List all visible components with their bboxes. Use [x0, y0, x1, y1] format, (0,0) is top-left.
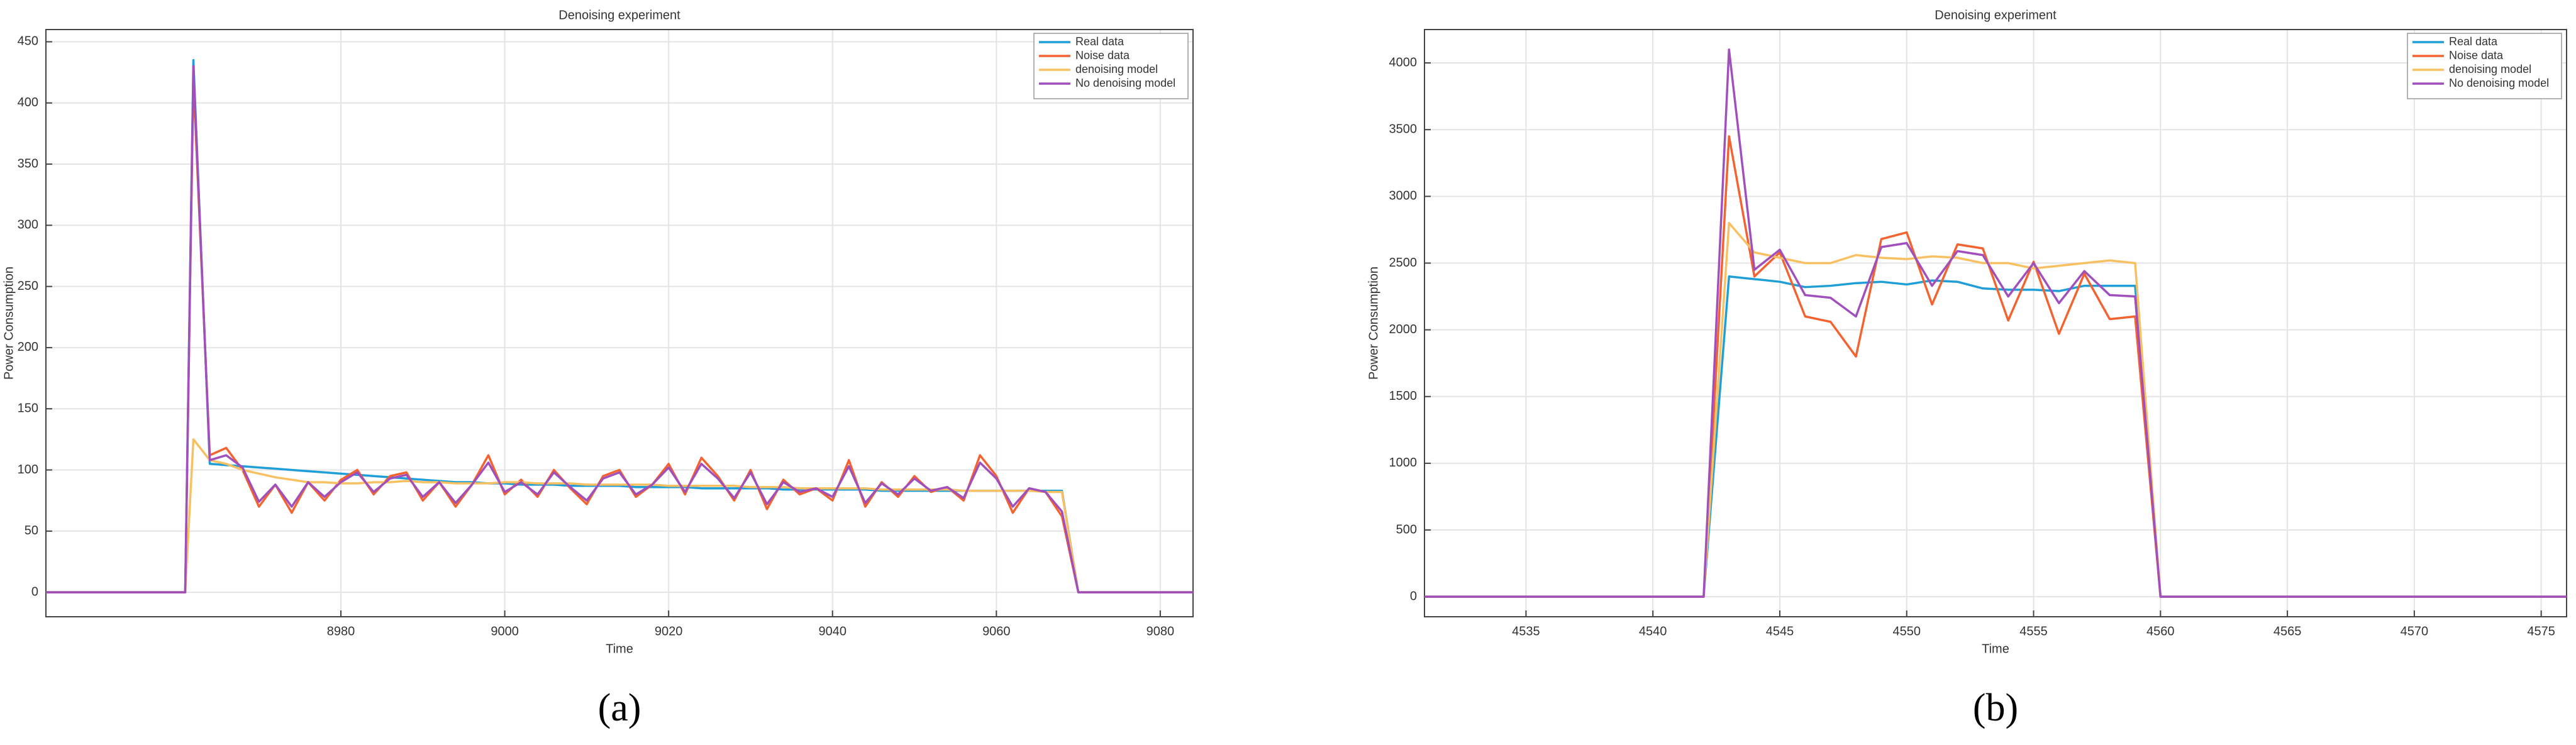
y-tick-label: 500: [1396, 522, 1417, 536]
legend-label: Noise data: [1075, 49, 1130, 62]
y-tick-label: 1000: [1389, 456, 1418, 470]
x-tick-label: 4545: [1766, 624, 1794, 638]
axes-frame: [45, 29, 1194, 617]
x-tick-label: 8980: [327, 624, 355, 638]
y-tick-label: 400: [18, 96, 38, 109]
legend-label: denoising model: [1075, 63, 1158, 75]
y-tick-label: 3000: [1389, 189, 1418, 203]
y-axis-label: Power Consumption: [1367, 267, 1380, 380]
plot-area: [1424, 30, 2567, 617]
caption: (b): [1973, 687, 2018, 729]
chart: 0 500 1000 1500 2000 2500 3000 3500 4000 4535 4540…: [1367, 8, 2567, 729]
y-tick-label: 0: [31, 585, 38, 599]
legend-label: Noise data: [2449, 49, 2504, 62]
chart-title: Denoising experiment: [1935, 8, 2057, 22]
x-tick-label: 4540: [1639, 624, 1667, 638]
y-axis-label: Power Consumption: [2, 267, 16, 380]
y-tick-label: 150: [18, 401, 38, 415]
caption: (a): [598, 687, 641, 729]
series-line: [1424, 48, 2567, 598]
y-tick-label: 300: [18, 218, 38, 232]
x-tick-label: 4535: [1512, 624, 1540, 638]
legend-box: [2407, 33, 2562, 99]
x-tick-label: 4570: [2401, 624, 2429, 638]
axes-frame: [1424, 29, 2567, 617]
y-tick-label: 250: [18, 279, 38, 293]
x-tick-label: 4560: [2146, 624, 2175, 638]
y-tick-label: 1500: [1389, 389, 1418, 403]
x-tick-label: 4565: [2273, 624, 2302, 638]
x-axis-label: Time: [1982, 642, 2009, 656]
x-tick-label: 9060: [982, 624, 1011, 638]
x-tick-label: 4575: [2527, 624, 2555, 638]
y-tick-label: 100: [18, 463, 38, 477]
x-axis-label: Time: [606, 642, 633, 656]
y-tick-label: 50: [25, 524, 38, 538]
series-line: [46, 58, 1193, 593]
x-tick-label: 9080: [1146, 624, 1175, 638]
y-tick-label: 2500: [1389, 256, 1418, 270]
x-tick-label: 4555: [2019, 624, 2048, 638]
chart: 0 50 100 150 200 250 300 350 400 450 8980 9000 9020 9…: [2, 8, 1194, 729]
legend-box: [1033, 33, 1189, 99]
x-tick-label: 4550: [1893, 624, 1921, 638]
y-tick-label: 450: [18, 35, 38, 48]
series-line: [1424, 222, 2567, 598]
series-line: [1424, 135, 2567, 598]
y-tick-label: 4000: [1389, 55, 1418, 69]
legend-label: denoising model: [2449, 63, 2531, 75]
y-tick-label: 350: [18, 157, 38, 170]
legend-label: No denoising model: [2449, 77, 2549, 89]
plot-area: [46, 30, 1193, 617]
legend-label: No denoising model: [1075, 77, 1175, 89]
chart-title: Denoising experiment: [558, 8, 680, 22]
x-tick-label: 9000: [491, 624, 519, 638]
series-line: [46, 65, 1193, 593]
legend-label: Real data: [2449, 35, 2498, 48]
x-tick-label: 9020: [655, 624, 683, 638]
y-tick-label: 0: [1410, 589, 1417, 603]
x-tick-label: 9040: [818, 624, 847, 638]
y-tick-label: 200: [18, 340, 38, 354]
y-tick-label: 3500: [1389, 122, 1418, 136]
y-tick-label: 2000: [1389, 323, 1418, 336]
legend-label: Real data: [1075, 35, 1124, 48]
